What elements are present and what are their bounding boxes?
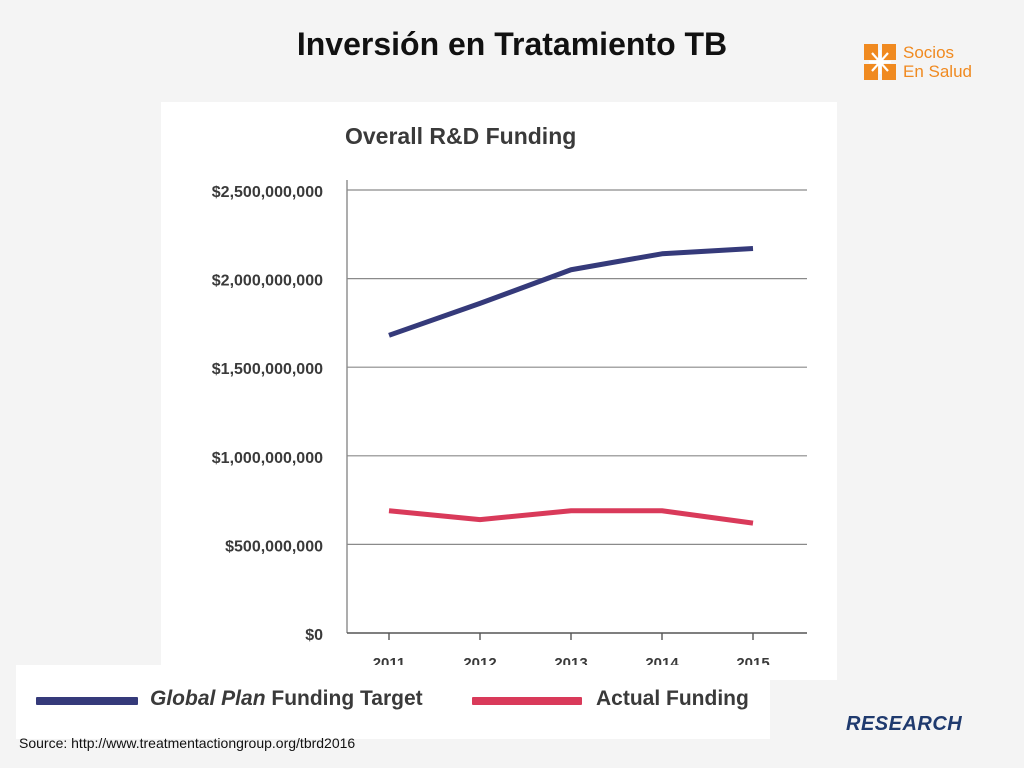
legend-item-actual: Actual Funding: [472, 685, 762, 715]
legend-swatch-actual: [472, 697, 582, 705]
legend-item-target: Global Plan Funding Target: [36, 685, 456, 715]
legend-swatch-target: [36, 697, 138, 705]
slide-title: Inversión en Tratamiento TB: [296, 26, 728, 62]
overall-rd-funding-chart: Overall R&D Funding $0 $500,000,000 $1,000…: [212, 123, 807, 672]
legend-label-target-rest: Funding Target: [265, 687, 423, 710]
logo-mark-icon: [864, 44, 896, 80]
logo-text: Socios En Salud: [903, 43, 972, 81]
legend-label-actual: Actual Funding: [596, 687, 749, 710]
y-tick-label-4: $2,000,000,000: [212, 273, 323, 290]
socios-en-salud-logo: Socios En Salud: [864, 42, 994, 86]
logo-line-1: Socios: [903, 43, 955, 62]
y-tick-label-1: $500,000,000: [225, 538, 323, 555]
logo-line-2: En Salud: [903, 62, 972, 81]
series-line-0: [388, 245, 754, 338]
y-tick-label-5: $2,500,000,000: [212, 184, 323, 201]
source-citation: Source: http://www.treatmentactiongroup.…: [19, 735, 356, 751]
chart-panel: Overall R&D Funding $0 $500,000,000 $1,000…: [161, 102, 837, 680]
chart-legend: Global Plan Funding Target Actual Fundin…: [16, 665, 770, 739]
research-label: RESEARCH: [846, 713, 963, 735]
legend-label-target: Global Plan Funding Target: [150, 687, 423, 711]
y-tick-label-3: $1,500,000,000: [212, 361, 323, 378]
legend-label-target-italic: Global Plan: [150, 687, 266, 710]
series-line-1: [388, 508, 754, 526]
chart-title: Overall R&D Funding: [345, 123, 576, 149]
y-tick-label-0: $0: [305, 627, 323, 644]
y-tick-label-2: $1,000,000,000: [212, 450, 323, 467]
